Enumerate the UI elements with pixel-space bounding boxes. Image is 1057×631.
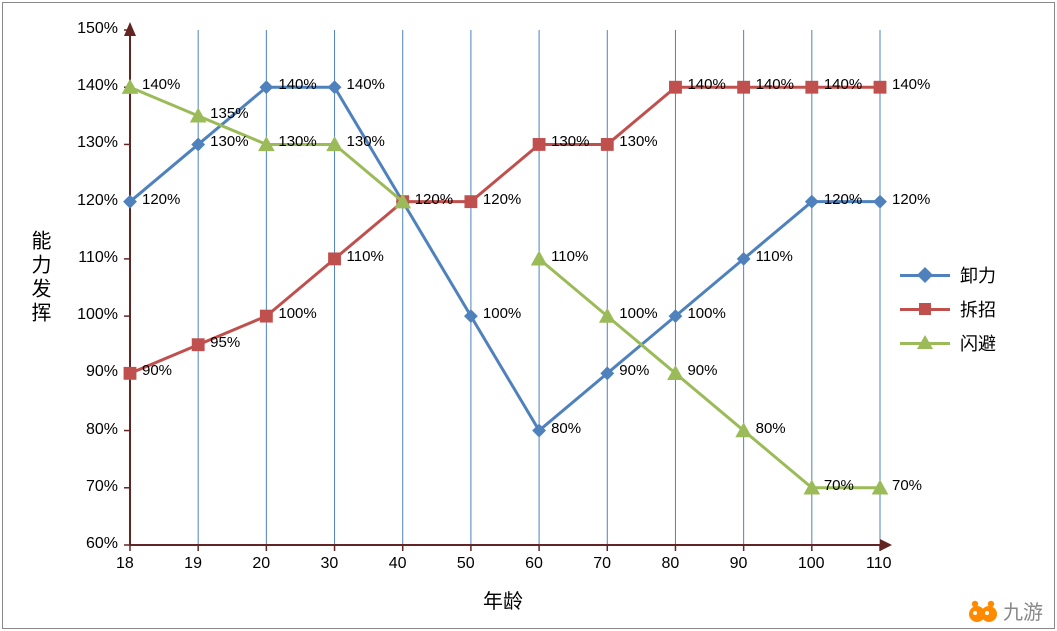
x-tick-label: 60 xyxy=(525,555,543,573)
x-tick-label: 40 xyxy=(389,555,407,573)
line-chart xyxy=(0,0,1057,631)
y-tick-label: 140% xyxy=(77,77,118,95)
legend-label: 卸力 xyxy=(960,262,996,288)
x-tick-label: 20 xyxy=(252,555,270,573)
data-label: 140% xyxy=(142,76,180,93)
data-label: 120% xyxy=(824,191,862,208)
x-tick-label: 110 xyxy=(866,555,892,573)
watermark: 九游 xyxy=(967,596,1043,625)
data-label: 120% xyxy=(415,191,453,208)
data-label: 110% xyxy=(347,248,384,265)
data-label: 100% xyxy=(483,305,521,322)
y-tick-label: 120% xyxy=(77,192,118,210)
data-label: 100% xyxy=(619,305,657,322)
data-label: 130% xyxy=(551,133,589,150)
x-axis-title: 年龄 xyxy=(483,585,523,614)
data-label: 90% xyxy=(142,362,172,379)
x-tick-label: 70 xyxy=(593,555,611,573)
data-label: 90% xyxy=(619,362,649,379)
y-axis-title: 能力发挥 xyxy=(25,230,54,326)
legend: 卸力拆招闪避 xyxy=(900,258,996,360)
x-tick-label: 18 xyxy=(116,555,134,573)
legend-label: 拆招 xyxy=(960,296,996,322)
data-label: 95% xyxy=(210,334,240,351)
data-label: 80% xyxy=(756,420,786,437)
data-label: 140% xyxy=(278,76,316,93)
y-tick-label: 100% xyxy=(77,306,118,324)
data-label: 120% xyxy=(142,191,180,208)
data-label: 140% xyxy=(347,76,385,93)
data-label: 120% xyxy=(483,191,521,208)
data-label: 130% xyxy=(619,133,657,150)
x-tick-label: 30 xyxy=(321,555,339,573)
data-label: 100% xyxy=(687,305,725,322)
data-label: 140% xyxy=(687,76,725,93)
legend-label: 闪避 xyxy=(960,330,996,356)
x-tick-label: 100 xyxy=(798,555,825,573)
x-tick-label: 90 xyxy=(730,555,748,573)
watermark-icon xyxy=(967,598,997,624)
data-label: 80% xyxy=(551,420,581,437)
y-tick-label: 90% xyxy=(86,363,118,381)
x-tick-label: 19 xyxy=(184,555,202,573)
x-tick-label: 50 xyxy=(457,555,475,573)
y-tick-label: 70% xyxy=(86,478,118,496)
data-label: 120% xyxy=(892,191,930,208)
data-label: 110% xyxy=(756,248,793,265)
watermark-text: 九游 xyxy=(1003,596,1043,625)
y-tick-label: 150% xyxy=(77,20,118,38)
data-label: 130% xyxy=(347,133,385,150)
data-label: 140% xyxy=(892,76,930,93)
data-label: 90% xyxy=(687,362,717,379)
y-tick-label: 80% xyxy=(86,421,118,439)
data-label: 130% xyxy=(278,133,316,150)
legend-item: 卸力 xyxy=(900,258,996,292)
legend-item: 闪避 xyxy=(900,326,996,360)
legend-item: 拆招 xyxy=(900,292,996,326)
y-tick-label: 110% xyxy=(78,249,118,267)
data-label: 140% xyxy=(756,76,794,93)
data-label: 110% xyxy=(551,248,588,265)
x-tick-label: 80 xyxy=(661,555,679,573)
data-label: 130% xyxy=(210,133,248,150)
data-label: 70% xyxy=(824,477,854,494)
data-label: 100% xyxy=(278,305,316,322)
data-label: 135% xyxy=(210,105,248,122)
y-tick-label: 130% xyxy=(77,134,118,152)
data-label: 140% xyxy=(824,76,862,93)
data-label: 70% xyxy=(892,477,922,494)
y-tick-label: 60% xyxy=(86,535,118,553)
